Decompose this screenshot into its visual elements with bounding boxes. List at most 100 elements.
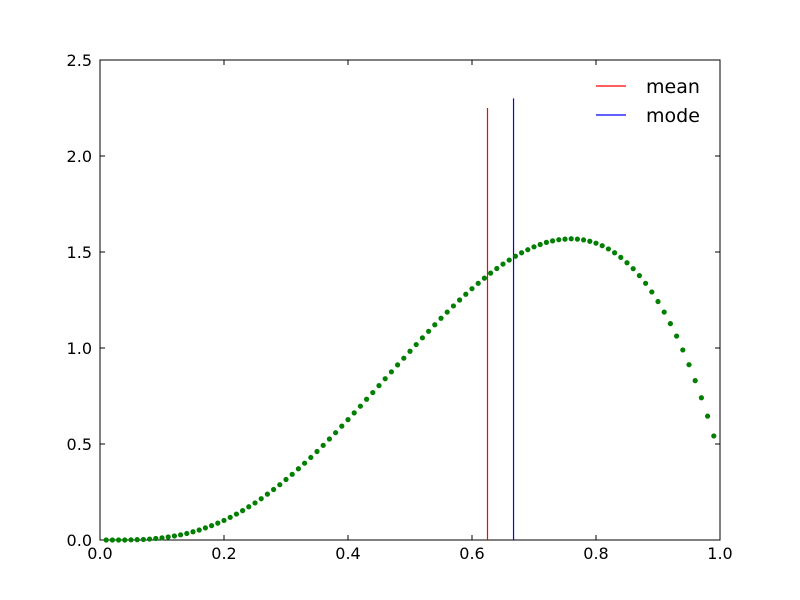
data-point (550, 238, 556, 244)
data-point (711, 433, 717, 439)
data-point (165, 534, 171, 540)
data-point (457, 297, 463, 303)
data-point (370, 389, 376, 396)
data-point (636, 273, 643, 279)
data-point (531, 244, 537, 250)
data-point (209, 523, 215, 529)
data-point (506, 257, 512, 263)
y-tick-label: 1.5 (67, 243, 92, 262)
data-point (618, 254, 624, 260)
x-tick-label: 0.0 (87, 544, 112, 563)
data-point (388, 369, 394, 375)
data-point (178, 532, 184, 538)
data-point (643, 280, 649, 286)
axes-frame (99, 59, 721, 541)
data-point (568, 236, 574, 242)
data-point (339, 423, 345, 429)
data-point (519, 250, 525, 256)
data-point (426, 328, 432, 334)
data-point (202, 525, 208, 531)
data-point (333, 430, 339, 436)
data-point (401, 355, 407, 361)
data-point (215, 520, 221, 526)
data-point (134, 537, 140, 543)
x-tick-label: 1.0 (707, 544, 732, 563)
data-point (525, 247, 531, 253)
data-point (326, 436, 332, 442)
data-point (140, 536, 146, 543)
x-tick-label: 0.4 (335, 544, 360, 563)
data-point (593, 240, 599, 246)
data-point (153, 535, 159, 542)
data-point (562, 236, 568, 242)
data-point (196, 527, 202, 533)
data-point (512, 253, 519, 259)
data-point (351, 410, 357, 416)
data-point (395, 362, 401, 368)
y-tick-label: 0.5 (67, 435, 92, 454)
data-point (227, 514, 233, 520)
data-point (413, 341, 419, 348)
plot-area-border (99, 59, 721, 541)
data-point (674, 333, 680, 339)
legend-label-mode: mode (646, 105, 700, 127)
y-tick-label: 1.0 (67, 339, 92, 358)
data-point (444, 309, 450, 315)
data-point (345, 417, 351, 423)
data-point (705, 413, 711, 419)
data-point (264, 491, 270, 497)
data-point (376, 383, 382, 389)
data-point (221, 517, 227, 524)
data-point (308, 454, 314, 461)
data-point (407, 348, 413, 354)
data-point (320, 442, 326, 448)
data-point (599, 243, 605, 249)
data-point (277, 482, 283, 488)
data-point (450, 303, 456, 309)
data-point (382, 376, 388, 382)
data-point (581, 237, 587, 243)
data-point (494, 265, 500, 272)
data-point (190, 529, 196, 535)
y-tick-label: 0.0 (67, 531, 92, 550)
data-point (314, 448, 320, 455)
data-point (159, 535, 165, 541)
data-point (432, 322, 438, 328)
data-point (587, 238, 593, 244)
data-point (271, 486, 277, 493)
data-point (556, 237, 562, 243)
data-point (357, 403, 363, 409)
marks-layer (103, 98, 717, 543)
data-point (233, 511, 239, 517)
data-point (184, 530, 190, 537)
y-tick-label: 2.5 (67, 51, 92, 70)
data-point (147, 536, 153, 542)
data-point (680, 347, 686, 353)
data-point (252, 500, 258, 506)
data-point (240, 508, 246, 514)
x-tick-label: 0.8 (583, 544, 608, 563)
data-point (295, 466, 301, 472)
data-point (612, 250, 618, 256)
data-point (605, 246, 612, 252)
data-point (283, 476, 289, 483)
x-tick-label: 0.2 (211, 544, 236, 563)
data-point (537, 241, 543, 248)
data-point (667, 321, 674, 327)
data-point (481, 275, 487, 281)
data-point (500, 261, 506, 267)
y-tick-label: 2.0 (67, 147, 92, 166)
data-point (128, 537, 134, 543)
data-point (289, 471, 295, 477)
legend-label-mean: mean (646, 76, 700, 98)
legend: mean mode (596, 76, 700, 127)
data-point (116, 537, 122, 543)
data-point (655, 298, 661, 305)
data-point (109, 537, 115, 543)
data-point (302, 460, 308, 466)
data-point (543, 239, 550, 245)
data-point (463, 291, 469, 297)
data-point (661, 309, 667, 315)
